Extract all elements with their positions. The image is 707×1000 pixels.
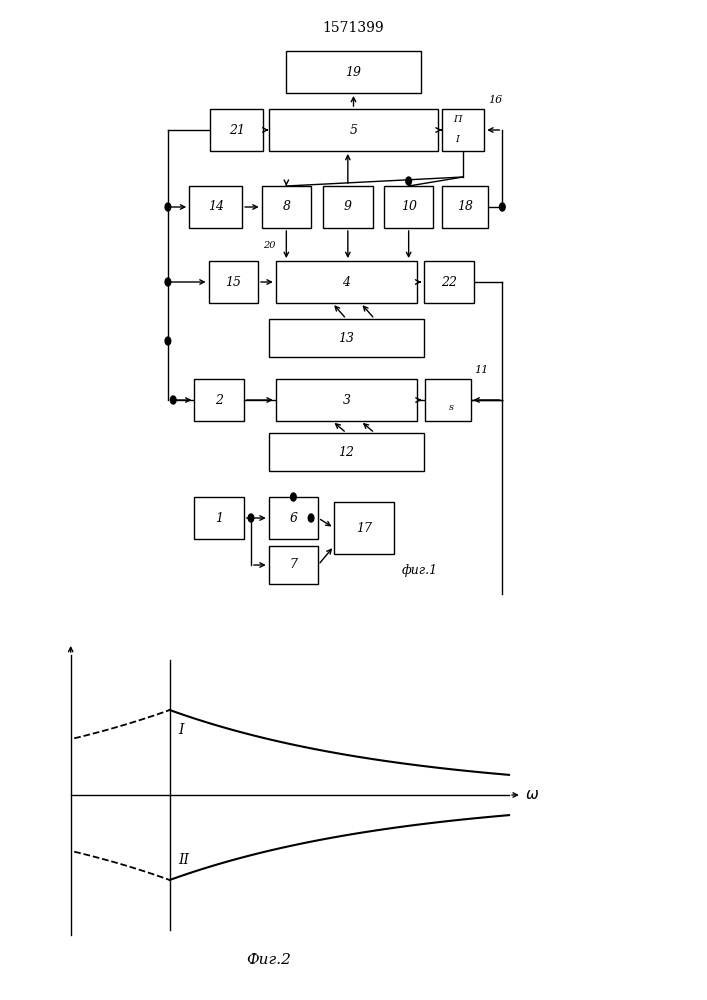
FancyBboxPatch shape bbox=[194, 379, 244, 421]
Text: 10: 10 bbox=[401, 200, 416, 214]
Text: s: s bbox=[448, 402, 454, 412]
Text: 6: 6 bbox=[289, 512, 298, 524]
Text: 20: 20 bbox=[263, 241, 276, 250]
Text: 12: 12 bbox=[339, 446, 354, 458]
Text: II: II bbox=[178, 852, 189, 866]
FancyBboxPatch shape bbox=[424, 261, 474, 303]
Text: I: I bbox=[455, 135, 460, 144]
Circle shape bbox=[308, 514, 314, 522]
Circle shape bbox=[500, 203, 505, 211]
Text: 22: 22 bbox=[441, 275, 457, 288]
Text: 15: 15 bbox=[226, 275, 241, 288]
Text: 14: 14 bbox=[208, 200, 223, 214]
FancyBboxPatch shape bbox=[194, 497, 244, 539]
FancyBboxPatch shape bbox=[276, 379, 417, 421]
Circle shape bbox=[248, 514, 254, 522]
Circle shape bbox=[170, 396, 176, 404]
Text: 11: 11 bbox=[474, 365, 489, 375]
Text: 3: 3 bbox=[342, 393, 351, 406]
Text: 4: 4 bbox=[342, 275, 351, 288]
FancyBboxPatch shape bbox=[286, 51, 421, 93]
FancyBboxPatch shape bbox=[276, 261, 417, 303]
Text: 7: 7 bbox=[289, 558, 298, 572]
FancyBboxPatch shape bbox=[269, 319, 424, 357]
Text: 18: 18 bbox=[457, 200, 473, 214]
Text: 17: 17 bbox=[356, 522, 372, 534]
Circle shape bbox=[406, 177, 411, 185]
Circle shape bbox=[291, 493, 296, 501]
Text: 1: 1 bbox=[215, 512, 223, 524]
FancyBboxPatch shape bbox=[262, 186, 311, 228]
Circle shape bbox=[165, 337, 171, 345]
FancyBboxPatch shape bbox=[424, 379, 471, 421]
Text: 9: 9 bbox=[344, 200, 352, 214]
FancyBboxPatch shape bbox=[269, 433, 424, 471]
FancyBboxPatch shape bbox=[443, 186, 489, 228]
FancyBboxPatch shape bbox=[442, 109, 484, 151]
FancyBboxPatch shape bbox=[269, 546, 318, 584]
FancyBboxPatch shape bbox=[209, 261, 258, 303]
FancyBboxPatch shape bbox=[189, 186, 242, 228]
Circle shape bbox=[165, 278, 171, 286]
Text: фиг.1: фиг.1 bbox=[402, 564, 438, 577]
Text: П: П bbox=[453, 115, 462, 124]
FancyBboxPatch shape bbox=[323, 186, 373, 228]
Text: 21: 21 bbox=[229, 123, 245, 136]
Text: 2: 2 bbox=[215, 393, 223, 406]
Text: 13: 13 bbox=[339, 332, 354, 344]
FancyBboxPatch shape bbox=[269, 497, 318, 539]
Text: 8: 8 bbox=[282, 200, 291, 214]
FancyBboxPatch shape bbox=[269, 109, 438, 151]
Text: Фиг.2: Фиг.2 bbox=[246, 953, 291, 967]
FancyBboxPatch shape bbox=[334, 502, 395, 554]
Text: 16: 16 bbox=[488, 95, 502, 105]
Text: $\omega$: $\omega$ bbox=[525, 788, 539, 802]
Text: 5: 5 bbox=[349, 123, 358, 136]
Text: 1571399: 1571399 bbox=[322, 21, 385, 35]
Circle shape bbox=[165, 203, 171, 211]
Text: 19: 19 bbox=[346, 66, 361, 79]
FancyBboxPatch shape bbox=[211, 109, 264, 151]
FancyBboxPatch shape bbox=[384, 186, 433, 228]
Text: I: I bbox=[178, 724, 184, 738]
